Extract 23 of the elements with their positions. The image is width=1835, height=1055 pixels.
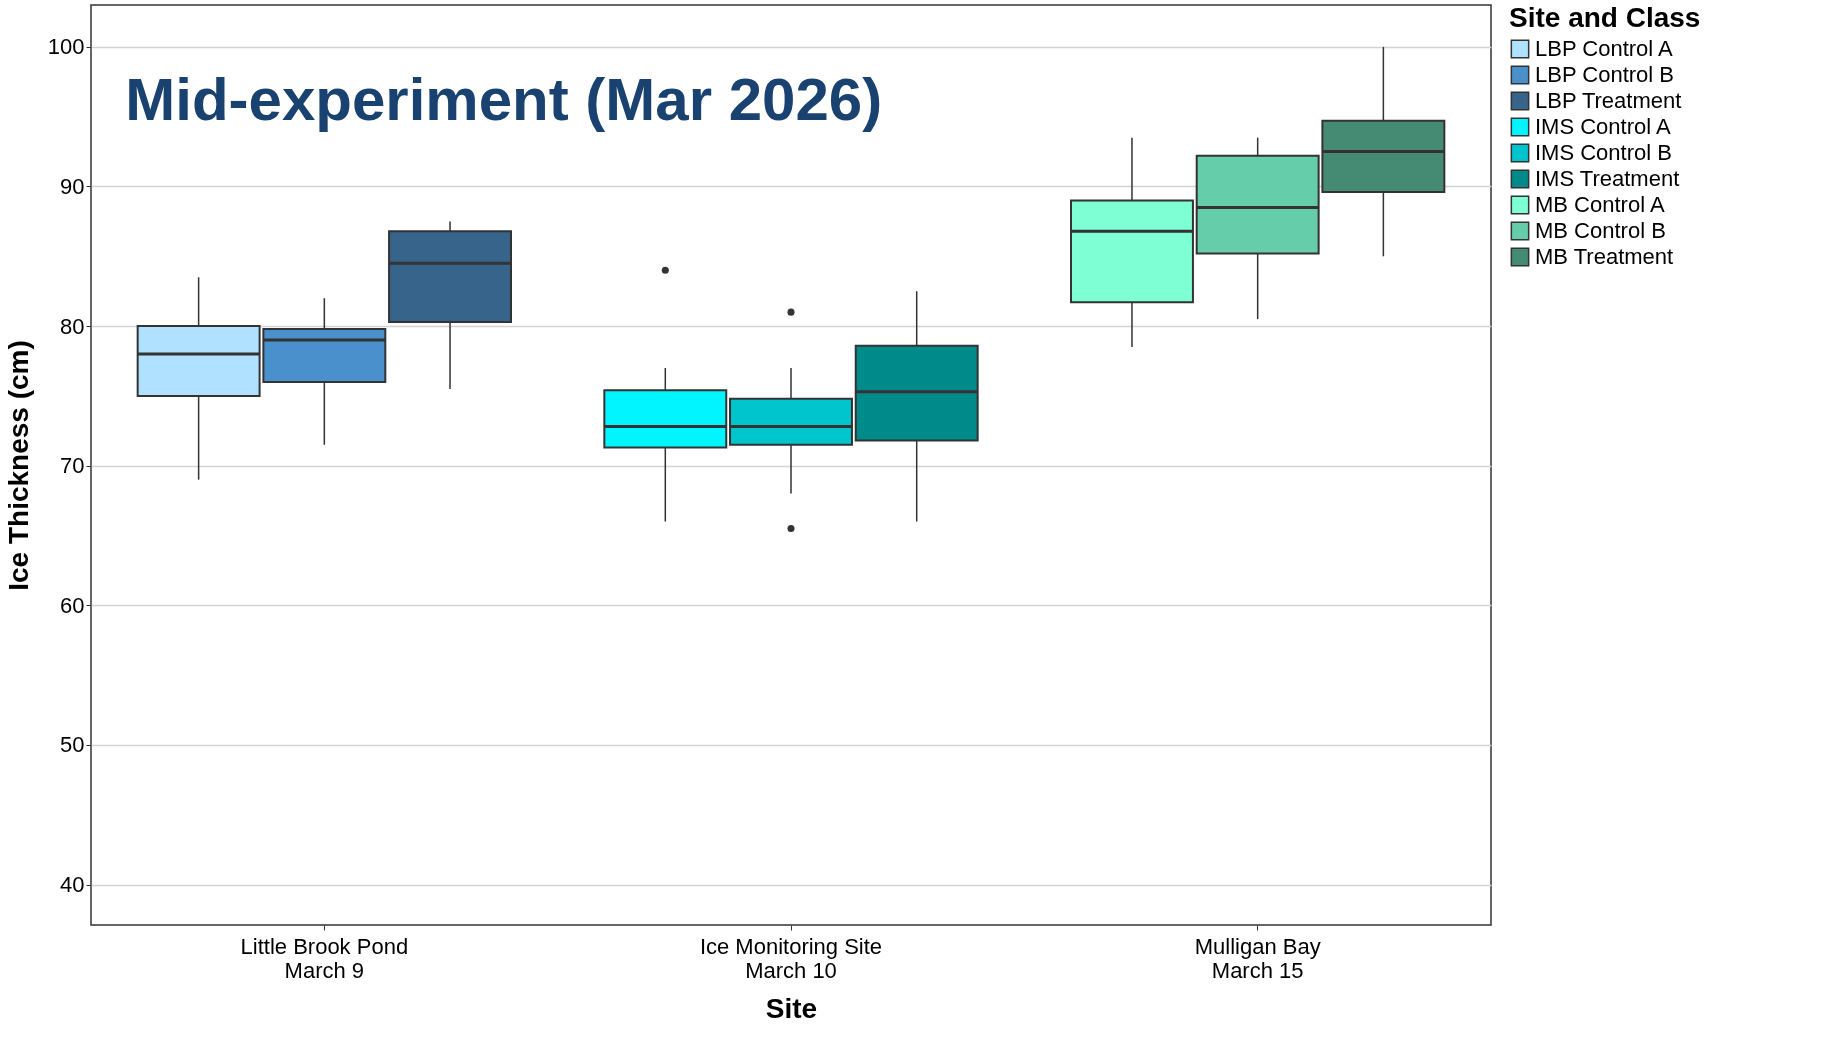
x-tick-label: Little Brook Pond March 9 bbox=[240, 933, 409, 983]
x-axis-title: Site bbox=[765, 992, 818, 1024]
y-tick-label: 80 bbox=[60, 313, 85, 339]
legend-label: MB Control B bbox=[1535, 218, 1666, 243]
y-tick-label: 100 bbox=[47, 34, 85, 60]
legend-label: LBP Control A bbox=[1535, 36, 1674, 61]
legend-label: MB Treatment bbox=[1535, 244, 1674, 269]
legend-label: IMS Control B bbox=[1535, 140, 1672, 165]
y-axis-title: Ice Thickness (cm) bbox=[2, 340, 34, 591]
legend-title: Site and Class bbox=[1509, 2, 1701, 33]
legend-label: MB Control A bbox=[1535, 192, 1665, 217]
y-tick-label: 50 bbox=[60, 732, 85, 758]
legend-label: LBP Control B bbox=[1535, 62, 1675, 87]
y-tick-label: 70 bbox=[60, 453, 85, 479]
x-tick-label: Ice Monitoring Site March 10 bbox=[699, 933, 883, 983]
y-tick-label: 40 bbox=[60, 872, 85, 898]
x-tick-label: Mulligan Bay March 15 bbox=[1194, 933, 1321, 983]
legend-label: IMS Control A bbox=[1535, 114, 1672, 139]
legend-label: IMS Treatment bbox=[1535, 166, 1680, 191]
legend-label: LBP Treatment bbox=[1535, 88, 1682, 113]
y-tick-label: 90 bbox=[60, 173, 85, 199]
text: Mid-experiment (Mar 2026) bbox=[125, 66, 883, 133]
y-tick-label: 60 bbox=[60, 592, 85, 618]
